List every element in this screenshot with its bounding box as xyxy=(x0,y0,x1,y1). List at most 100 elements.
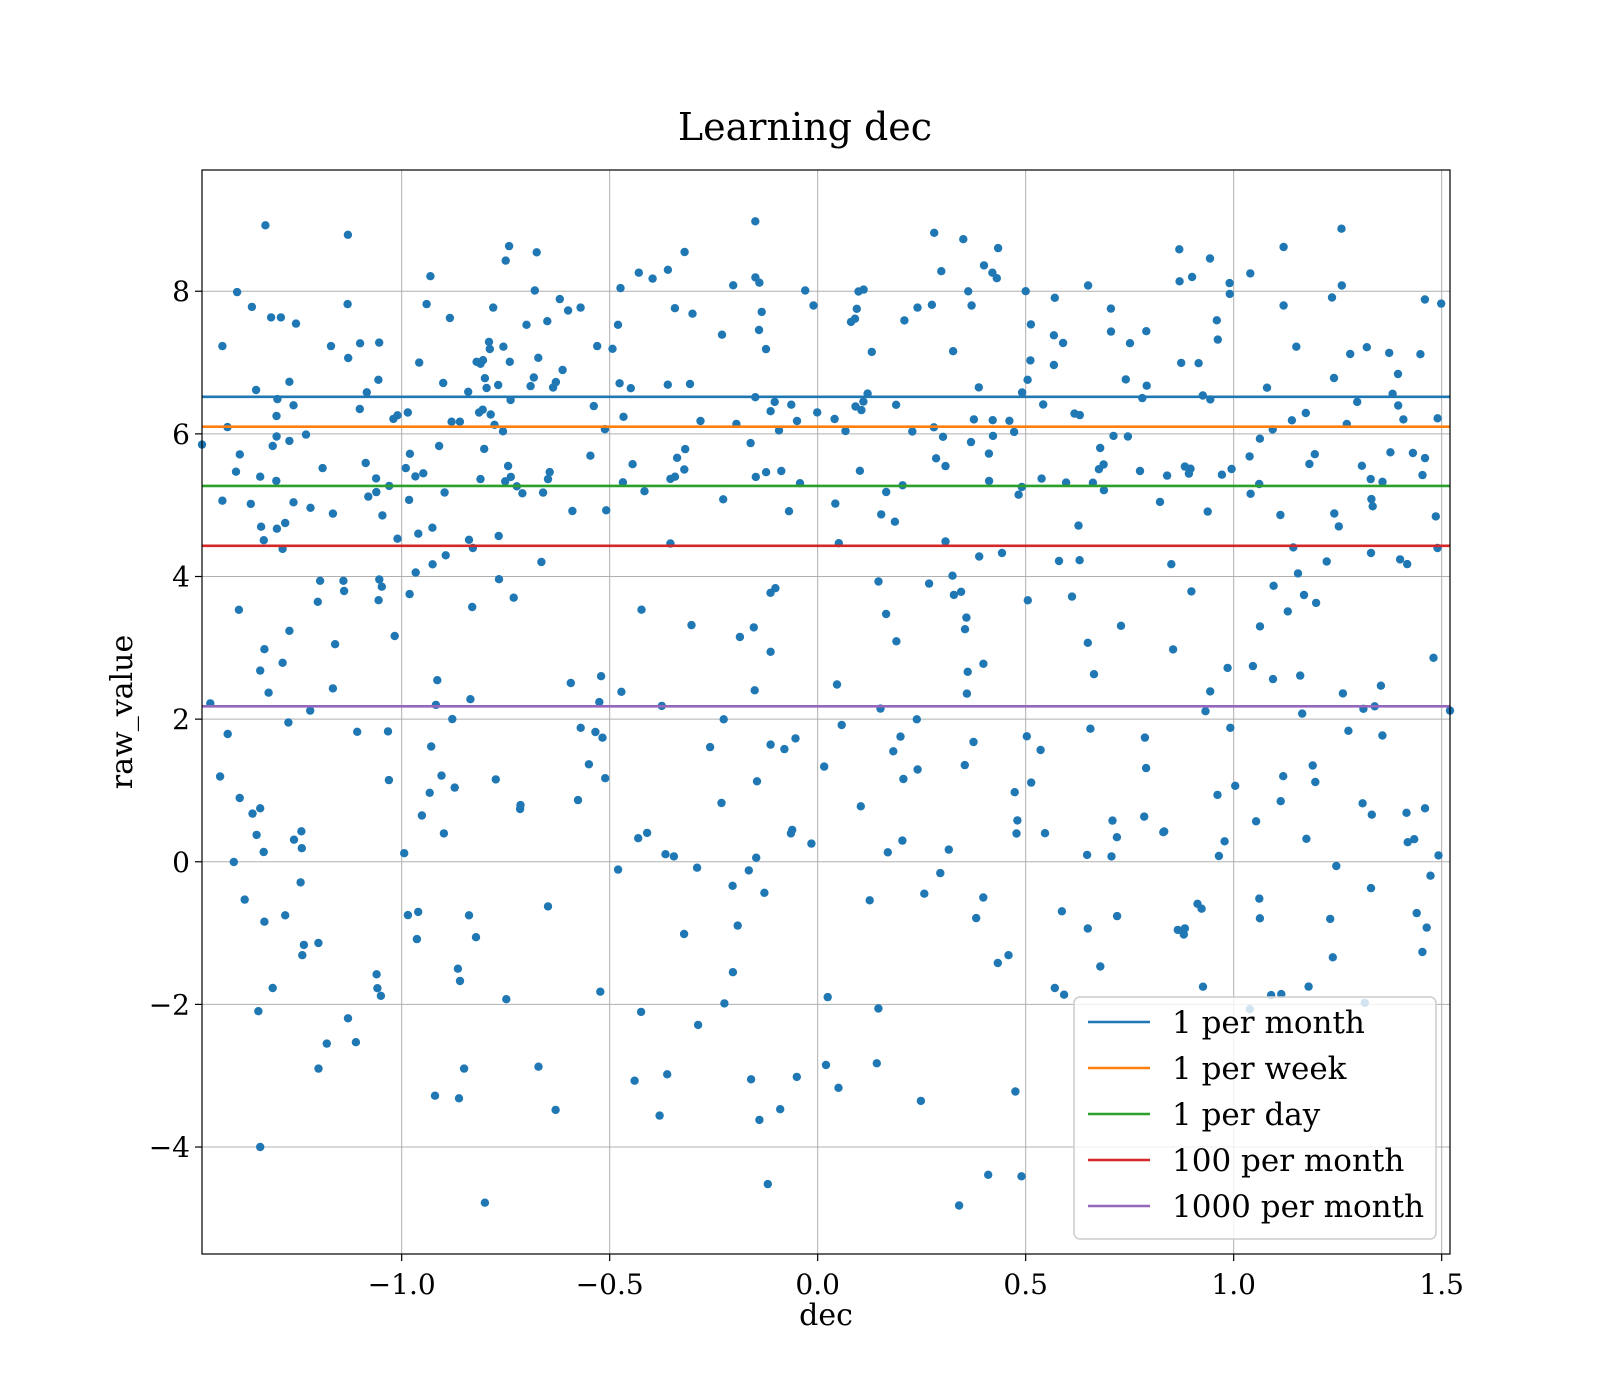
scatter-point xyxy=(669,852,679,861)
scatter-point xyxy=(297,844,306,853)
scatter-point xyxy=(752,853,761,862)
scatter-point xyxy=(545,467,554,477)
scatter-point xyxy=(1175,245,1184,254)
scatter-point xyxy=(850,314,860,323)
scatter-point xyxy=(913,303,922,312)
scatter-point xyxy=(455,976,465,986)
scatter-point xyxy=(1049,360,1059,370)
scatter-point xyxy=(411,568,420,577)
scatter-point xyxy=(1362,343,1372,352)
scatter-point xyxy=(1378,731,1387,740)
scatter-point xyxy=(1112,833,1122,842)
scatter-point xyxy=(576,723,585,732)
scatter-point xyxy=(1227,464,1236,474)
scatter-point xyxy=(1050,293,1060,302)
scatter-point xyxy=(494,575,504,584)
scatter-point xyxy=(431,700,441,710)
scatter-point xyxy=(1027,778,1036,787)
scatter-point xyxy=(1198,982,1208,991)
scatter-point xyxy=(1403,838,1412,847)
scatter-point xyxy=(972,913,981,923)
scatter-point xyxy=(297,827,306,836)
scatter-point xyxy=(1301,408,1311,418)
scatter-point xyxy=(786,829,796,838)
scatter-point xyxy=(437,771,446,780)
scatter-point xyxy=(459,1064,469,1073)
scatter-point xyxy=(232,287,242,297)
scatter-point xyxy=(1308,761,1317,770)
scatter-point xyxy=(728,968,738,977)
scatter-point xyxy=(1304,982,1313,991)
scatter-point xyxy=(268,441,277,451)
scatter-point xyxy=(1135,466,1145,476)
scatter-point xyxy=(692,863,702,872)
scatter-point xyxy=(266,313,276,322)
scatter-point xyxy=(1022,732,1031,741)
scatter-point xyxy=(276,313,286,322)
scatter-point xyxy=(962,613,971,622)
scatter-point xyxy=(717,798,726,808)
scatter-point xyxy=(1220,837,1229,846)
scatter-point xyxy=(1269,581,1278,590)
scatter-point xyxy=(1005,416,1014,425)
scatter-point xyxy=(1268,674,1278,684)
scatter-point xyxy=(857,405,866,415)
scatter-point xyxy=(439,829,449,838)
scatter-point xyxy=(1366,548,1376,558)
scatter-point xyxy=(974,383,983,392)
scatter-point xyxy=(640,487,649,496)
scatter-point xyxy=(877,510,886,519)
scatter-point xyxy=(634,834,643,843)
scatter-point xyxy=(634,268,643,277)
scatter-point xyxy=(1287,416,1297,425)
scatter-point xyxy=(663,265,673,274)
scatter-point xyxy=(339,576,348,585)
scatter-point xyxy=(551,377,561,387)
scatter-point xyxy=(882,487,891,497)
scatter-point xyxy=(411,472,420,481)
scatter-point xyxy=(751,472,760,482)
scatter-point xyxy=(1175,277,1184,286)
scatter-point xyxy=(1083,638,1093,647)
scatter-point xyxy=(920,889,929,898)
scatter-point xyxy=(1096,962,1105,971)
scatter-point xyxy=(1393,369,1403,379)
scatter-point xyxy=(855,466,865,475)
scatter-point xyxy=(984,449,994,458)
scatter-point xyxy=(896,732,905,741)
scatter-point xyxy=(969,737,978,747)
legend-label: 1 per day xyxy=(1172,1097,1321,1133)
scatter-point xyxy=(434,441,444,451)
scatter-point xyxy=(1206,687,1215,696)
scatter-point xyxy=(1403,559,1412,569)
scatter-point xyxy=(771,584,780,593)
scatter-point xyxy=(1049,331,1059,340)
scatter-point xyxy=(428,560,437,569)
scatter-point xyxy=(285,436,294,446)
scatter-point xyxy=(1426,871,1435,880)
scatter-point xyxy=(427,742,436,751)
y-axis-label: raw_value xyxy=(105,635,140,789)
scatter-point xyxy=(821,1060,831,1070)
scatter-point xyxy=(979,261,989,270)
scatter-point xyxy=(1011,1087,1020,1096)
scatter-point xyxy=(755,1115,764,1125)
scatter-point xyxy=(344,353,353,363)
x-tick-label: 1.5 xyxy=(1419,1268,1464,1301)
scatter-point xyxy=(1279,772,1288,781)
scatter-point xyxy=(626,384,635,393)
scatter-point xyxy=(1276,510,1285,520)
scatter-point xyxy=(751,273,760,282)
scatter-point xyxy=(596,987,605,996)
scatter-point xyxy=(502,995,511,1004)
scatter-point xyxy=(353,727,362,736)
scatter-point xyxy=(832,680,842,689)
x-tick-label: 0.5 xyxy=(1003,1268,1048,1301)
scatter-point xyxy=(251,385,261,395)
scatter-point xyxy=(770,397,779,407)
scatter-point xyxy=(1395,555,1405,564)
scatter-point xyxy=(979,659,988,668)
scatter-point xyxy=(281,518,290,528)
scatter-point xyxy=(1429,653,1438,662)
scatter-point xyxy=(757,307,766,317)
